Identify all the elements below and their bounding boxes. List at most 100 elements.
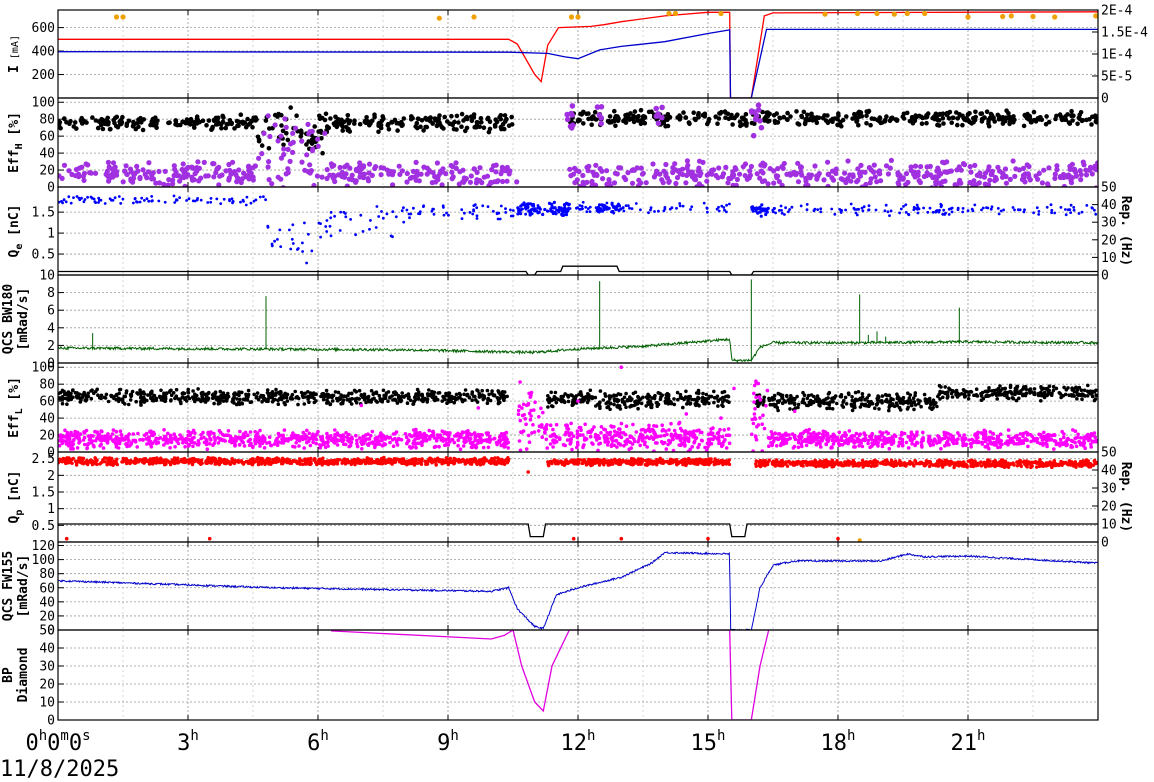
data-point bbox=[551, 445, 555, 449]
data-point bbox=[987, 177, 993, 183]
data-point bbox=[275, 443, 280, 448]
data-point bbox=[692, 439, 697, 444]
data-point bbox=[1031, 109, 1037, 115]
data-point bbox=[741, 115, 746, 121]
data-point bbox=[117, 195, 121, 198]
data-point bbox=[490, 389, 494, 393]
data-point bbox=[407, 212, 411, 216]
data-point bbox=[588, 434, 593, 439]
data-point bbox=[456, 443, 460, 448]
data-point bbox=[63, 435, 68, 439]
data-point bbox=[97, 196, 101, 200]
data-point bbox=[424, 433, 429, 438]
data-point bbox=[852, 111, 857, 117]
data-point bbox=[696, 395, 700, 400]
data-point bbox=[58, 443, 62, 448]
data-point bbox=[156, 168, 162, 175]
data-point bbox=[1020, 165, 1027, 171]
data-point bbox=[90, 388, 94, 393]
data-point bbox=[88, 170, 94, 176]
data-point bbox=[549, 390, 553, 395]
data-point bbox=[354, 397, 358, 402]
data-point bbox=[60, 401, 65, 406]
data-point bbox=[497, 438, 501, 443]
data-point bbox=[1070, 118, 1075, 123]
data-point bbox=[606, 404, 611, 409]
data-point bbox=[634, 165, 640, 171]
data-point bbox=[887, 405, 891, 410]
data-point bbox=[415, 171, 421, 177]
data-point bbox=[1011, 114, 1016, 119]
data-point bbox=[168, 434, 173, 439]
data-point bbox=[106, 164, 112, 170]
y-tick-label: 2 bbox=[47, 339, 55, 354]
data-point bbox=[614, 433, 618, 438]
data-point bbox=[764, 212, 768, 217]
data-point bbox=[156, 180, 163, 186]
data-point bbox=[380, 438, 384, 443]
data-point bbox=[274, 387, 278, 392]
data-point bbox=[528, 417, 533, 422]
data-point bbox=[889, 209, 893, 213]
data-point bbox=[1031, 117, 1037, 123]
data-point bbox=[691, 176, 698, 182]
data-point bbox=[310, 146, 316, 152]
data-point bbox=[210, 126, 215, 131]
data-point bbox=[96, 433, 101, 438]
data-point bbox=[365, 442, 370, 447]
data-point bbox=[399, 438, 404, 442]
data-point bbox=[487, 392, 491, 397]
data-point bbox=[91, 443, 96, 448]
data-point bbox=[315, 136, 321, 142]
data-point bbox=[154, 441, 159, 446]
data-point bbox=[71, 388, 75, 392]
data-point bbox=[470, 398, 475, 403]
data-point bbox=[704, 448, 709, 452]
data-point bbox=[500, 122, 506, 127]
data-point bbox=[274, 439, 278, 444]
data-point bbox=[852, 403, 857, 408]
data-point bbox=[95, 387, 99, 392]
data-point bbox=[88, 437, 92, 441]
data-point bbox=[715, 431, 720, 436]
data-point bbox=[260, 400, 264, 404]
data-point bbox=[328, 224, 332, 228]
data-point bbox=[567, 166, 573, 172]
data-point bbox=[884, 203, 888, 207]
data-point bbox=[216, 441, 221, 445]
data-point bbox=[196, 197, 200, 200]
data-point bbox=[315, 432, 319, 436]
data-point bbox=[642, 114, 648, 120]
data-point bbox=[756, 211, 760, 215]
data-point bbox=[492, 436, 497, 441]
data-point bbox=[865, 396, 869, 400]
data-point bbox=[323, 111, 329, 117]
data-point bbox=[657, 209, 660, 213]
data-point bbox=[518, 380, 522, 384]
data-point bbox=[529, 390, 534, 395]
data-point bbox=[370, 429, 375, 434]
data-point bbox=[590, 441, 594, 445]
data-point bbox=[194, 114, 200, 119]
data-point bbox=[1003, 180, 1010, 186]
data-point bbox=[788, 208, 791, 211]
y-tick-label: 60 bbox=[39, 395, 55, 410]
data-point bbox=[588, 205, 592, 209]
data-point bbox=[552, 438, 557, 443]
data-point bbox=[627, 447, 631, 452]
data-point bbox=[429, 433, 434, 438]
data-point bbox=[694, 391, 699, 395]
data-point bbox=[434, 123, 440, 129]
data-point bbox=[290, 237, 294, 241]
data-point bbox=[440, 399, 445, 403]
data-point bbox=[123, 163, 129, 169]
data-point bbox=[684, 436, 689, 440]
data-point bbox=[552, 200, 557, 204]
data-point bbox=[252, 392, 256, 397]
data-point bbox=[645, 445, 649, 449]
data-point bbox=[986, 206, 990, 210]
data-point bbox=[73, 391, 78, 395]
data-point bbox=[697, 168, 703, 174]
data-point bbox=[622, 402, 627, 407]
